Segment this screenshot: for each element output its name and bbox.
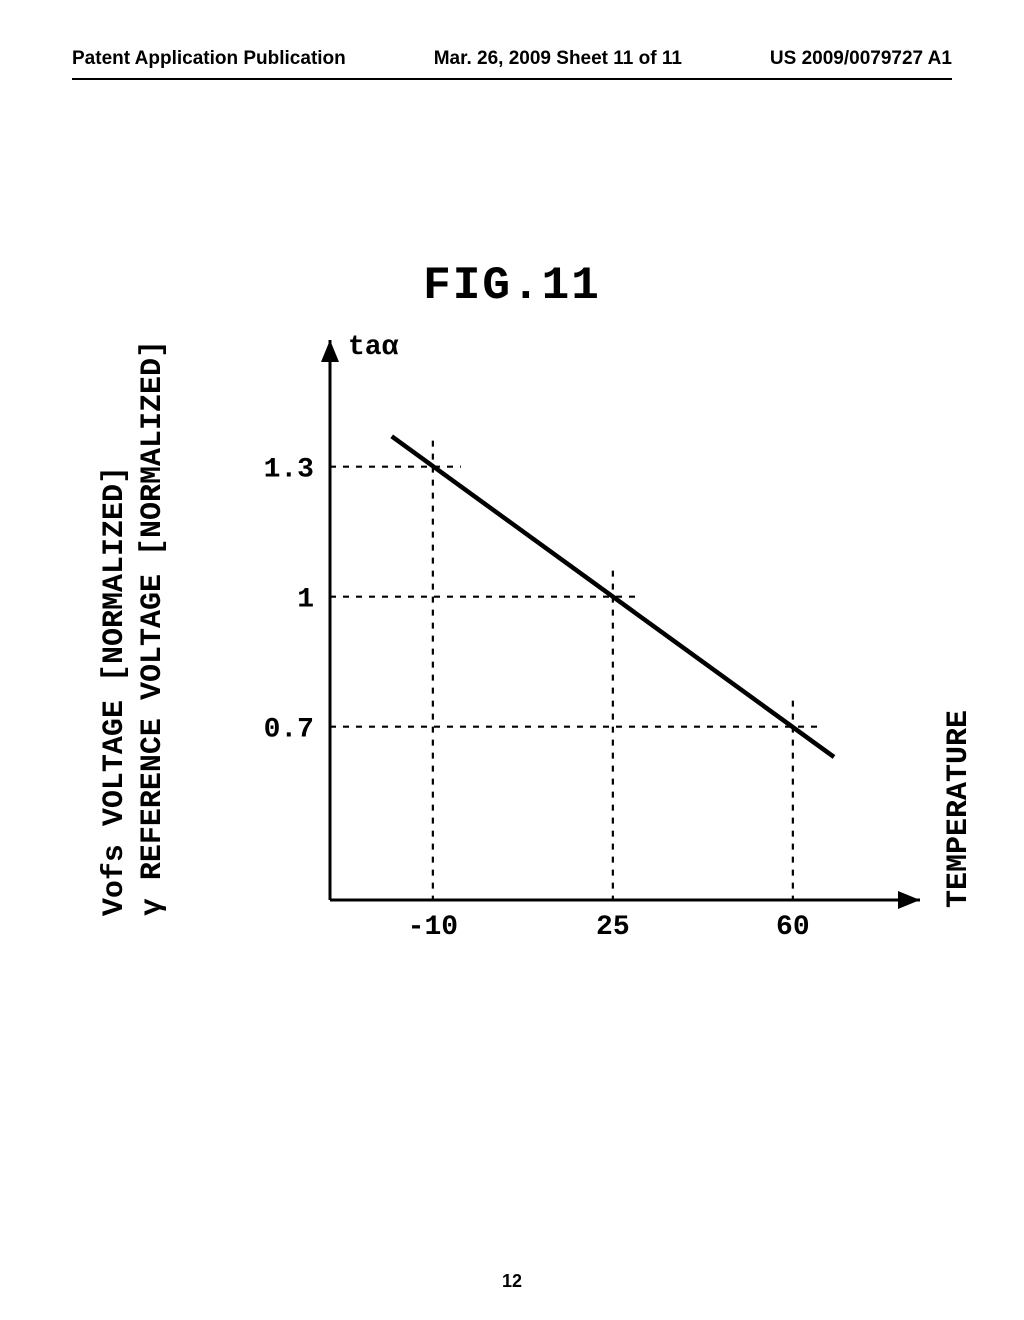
header-divider xyxy=(72,78,952,80)
figure-title: FIG.11 xyxy=(423,260,601,312)
page-header: Patent Application Publication Mar. 26, … xyxy=(0,48,1024,70)
y-axis-title-block: Vofs VOLTAGE [NORMALIZED] γ REFERENCE VO… xyxy=(97,340,172,916)
y-tick-label: 0.7 xyxy=(264,715,314,746)
y-axis-label-1: Vofs VOLTAGE [NORMALIZED] xyxy=(97,340,135,916)
chart-container: Vofs VOLTAGE [NORMALIZED] γ REFERENCE VO… xyxy=(180,340,880,1070)
y-tick-label: 1 xyxy=(297,585,314,616)
data-line xyxy=(392,436,834,757)
header-left: Patent Application Publication xyxy=(72,48,346,70)
y-axis-arrow-icon xyxy=(321,340,339,362)
y-top-label: taα xyxy=(348,332,399,363)
x-tick-label: 60 xyxy=(776,912,810,943)
x-tick-label: -10 xyxy=(408,912,458,943)
chart-svg: taα1.310.7-102560TEMPERATURE xyxy=(330,380,970,1020)
header-right: US 2009/0079727 A1 xyxy=(770,48,952,70)
y-axis-label-2: γ REFERENCE VOLTAGE [NORMALIZED] xyxy=(135,340,173,916)
x-tick-label: 25 xyxy=(596,912,630,943)
y-tick-label: 1.3 xyxy=(264,455,314,486)
x-axis-title: TEMPERATURE xyxy=(942,710,976,908)
x-axis-arrow-icon xyxy=(898,891,920,909)
header-center: Mar. 26, 2009 Sheet 11 of 11 xyxy=(434,48,682,70)
page-number: 12 xyxy=(502,1271,522,1292)
